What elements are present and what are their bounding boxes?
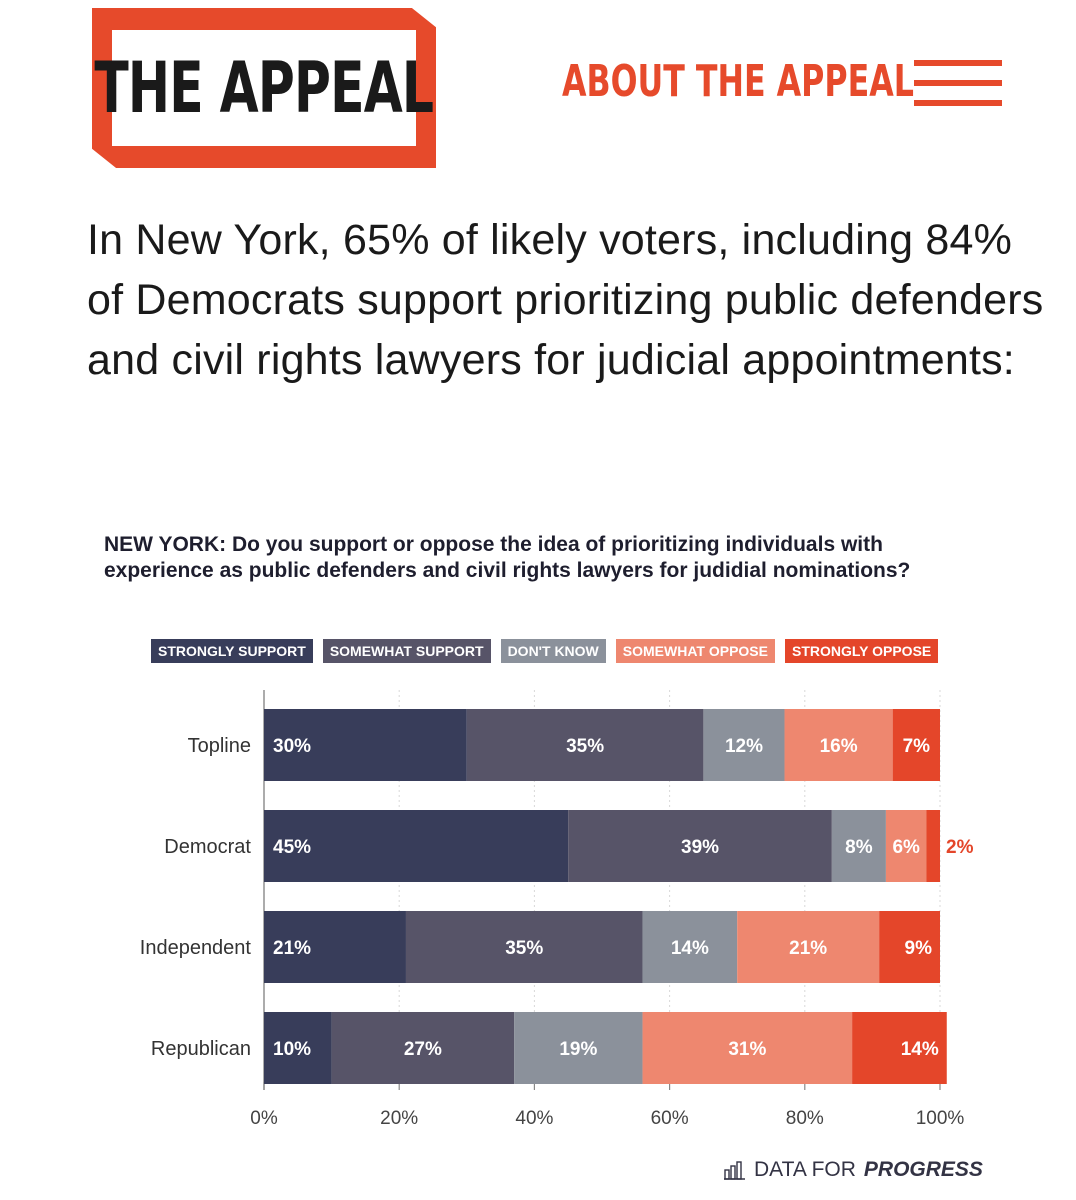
data-label: 8% — [845, 837, 873, 858]
bar-independent-2 — [642, 911, 738, 983]
bar-independent-3 — [737, 911, 880, 983]
legend-item-2: DON'T KNOW — [500, 639, 606, 663]
bar-democrat-2 — [831, 810, 886, 882]
chart-legend: STRONGLY SUPPORT SOMEWHAT SUPPORT DON'T KN… — [151, 639, 939, 663]
bar-topline-0 — [264, 709, 467, 781]
data-label: 39% — [681, 837, 719, 858]
logo-text: THE APPEAL — [94, 47, 435, 129]
data-label: 6% — [892, 837, 920, 858]
x-tick-label-80: 80% — [786, 1108, 824, 1129]
bar-topline-1 — [466, 709, 704, 781]
category-label: Independent — [140, 937, 252, 959]
bar-republican-1 — [331, 1012, 515, 1084]
chart-title: NEW YORK: Do you support or oppose the i… — [104, 533, 911, 582]
legend-item-1: SOMEWHAT SUPPORT — [322, 639, 491, 663]
data-label: 7% — [903, 736, 931, 757]
data-label: 2% — [946, 837, 974, 858]
data-label: 30% — [273, 736, 311, 757]
source-brand: PROGRESS — [863, 1158, 983, 1181]
bar-topline-2 — [703, 709, 785, 781]
data-label: 12% — [725, 736, 763, 757]
data-label: 21% — [789, 938, 827, 959]
bar-republican-2 — [514, 1012, 643, 1084]
x-tick-label-60: 60% — [651, 1108, 689, 1129]
x-tick-label-20: 20% — [380, 1108, 418, 1129]
data-label: 19% — [559, 1039, 597, 1060]
bar-democrat-4 — [926, 810, 940, 882]
source-prefix: DATA FOR — [754, 1158, 856, 1181]
bar-independent-4 — [879, 911, 940, 983]
category-label: Topline — [188, 735, 251, 757]
data-label: 21% — [273, 938, 311, 959]
data-label: 35% — [566, 736, 604, 757]
bar-republican-4 — [852, 1012, 947, 1084]
data-label: 27% — [404, 1039, 442, 1060]
bar-democrat-3 — [885, 810, 927, 882]
bar-topline-4 — [892, 709, 940, 781]
bar-democrat-0 — [264, 810, 569, 882]
data-label: 14% — [671, 938, 709, 959]
about-the-appeal-link[interactable]: ABOUT THE APPEAL — [562, 56, 914, 107]
source-credit: DATA FOR PROGRESS — [724, 1158, 983, 1182]
article-headline: In New York, 65% of likely voters, inclu… — [87, 216, 1044, 384]
category-label: Democrat — [164, 836, 251, 858]
data-label: 45% — [273, 837, 311, 858]
bar-independent-1 — [405, 911, 643, 983]
bar-republican-0 — [264, 1012, 332, 1084]
bar-republican-3 — [642, 1012, 853, 1084]
legend-item-3: SOMEWHAT OPPOSE — [615, 639, 775, 663]
bar-democrat-1 — [568, 810, 832, 882]
data-label: 31% — [728, 1039, 766, 1060]
bar-topline-3 — [784, 709, 893, 781]
the-appeal-logo[interactable]: THE APPEAL — [92, 8, 436, 168]
x-tick-label-100: 100% — [916, 1108, 965, 1129]
logo-inner: THE APPEAL — [95, 30, 434, 146]
legend-item-0: STRONGLY SUPPORT — [151, 639, 313, 663]
data-label: 35% — [505, 938, 543, 959]
x-tick-label-0: 0% — [250, 1108, 278, 1129]
x-tick-label-40: 40% — [515, 1108, 553, 1129]
category-label: Republican — [151, 1038, 251, 1060]
hamburger-menu-icon[interactable] — [914, 60, 1002, 110]
data-label: 16% — [820, 736, 858, 757]
data-label: 14% — [901, 1039, 939, 1060]
bar-independent-0 — [264, 911, 406, 983]
data-label: 9% — [905, 938, 933, 959]
bar-chart-logo-icon — [724, 1161, 745, 1180]
data-label: 10% — [273, 1039, 311, 1060]
legend-item-4: STRONGLY OPPOSE — [784, 639, 939, 663]
